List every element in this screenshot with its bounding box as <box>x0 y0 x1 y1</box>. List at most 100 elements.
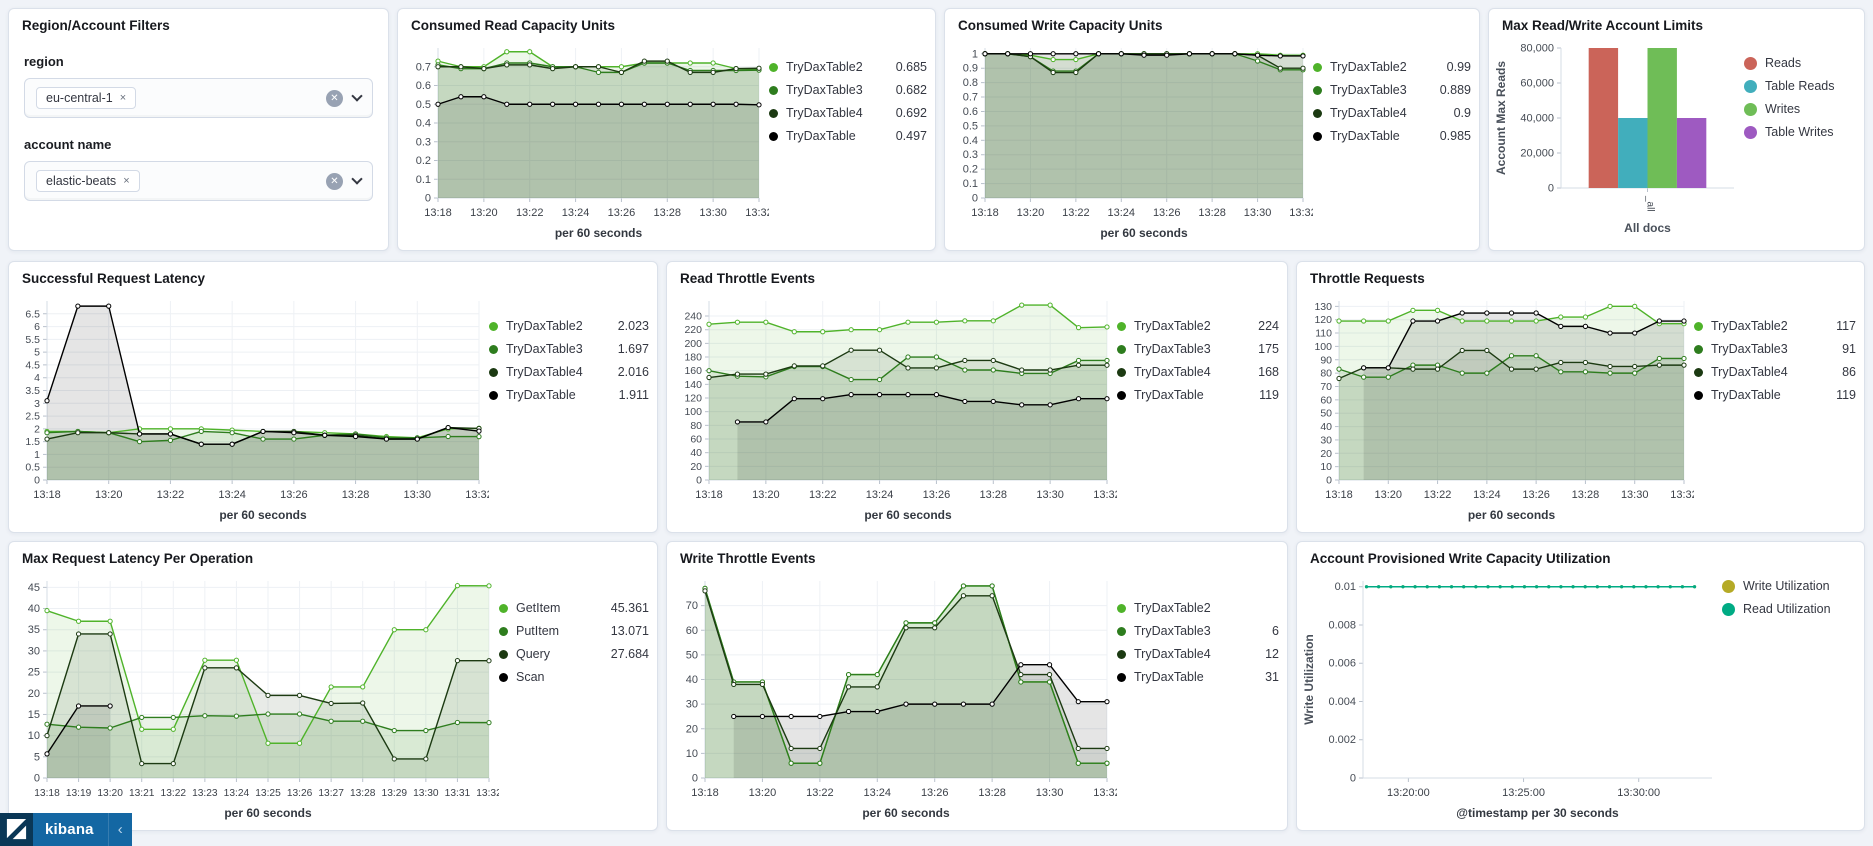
legend-item-trydaxtable4[interactable]: TryDaxTable4 0.692 <box>769 107 927 120</box>
chart-max-read-write-limits[interactable]: 0 20,000 40,000 60,000 80,000 _all All docs Acc… <box>1493 35 1744 244</box>
legend-series-dot <box>1117 604 1126 614</box>
bar-table-reads[interactable] <box>1618 118 1648 188</box>
chart-max-request-latency[interactable]: 0 5 10 15 20 25 30 35 40 45 13:18 13:19 13:20 13:21 13… <box>13 568 499 824</box>
legend-item-trydaxtable2[interactable]: TryDaxTable2 0.99 <box>1313 60 1471 74</box>
chevron-down-icon[interactable] <box>351 173 363 185</box>
data-point <box>1681 362 1687 368</box>
chart-write-capacity-utilization[interactable]: 0 0.002 0.004 0.006 0.008 0.01 13:20:00 13:25:0… <box>1301 568 1722 824</box>
clear-all-icon[interactable]: ✕ <box>326 172 343 190</box>
chart-consumed-write-capacity[interactable]: 0 0.1 0.2 0.3 0.4 0.5 0.6 0.7 0.8 0.9 1 13:18 13:20 1… <box>949 35 1313 244</box>
data-point <box>710 69 716 75</box>
legend-item-trydaxtable[interactable]: TryDaxTable 0.497 <box>769 130 927 143</box>
legend-item-trydaxtable3[interactable]: TryDaxTable3 91 <box>1694 342 1856 356</box>
legend-item-writes[interactable]: Writes <box>1744 102 1856 117</box>
nav-collapse-button[interactable]: ‹ <box>107 813 132 846</box>
data-point <box>595 69 602 75</box>
tag-remove-icon[interactable]: × <box>123 175 130 187</box>
x-tick-label: 13:24 <box>1473 489 1501 501</box>
legend-item-trydaxtable4[interactable]: TryDaxTable4 168 <box>1117 366 1279 379</box>
data-point <box>75 703 82 709</box>
y-tick-label: 80 <box>1320 368 1332 380</box>
legend-item-trydaxtable2[interactable]: TryDaxTable2 2.023 <box>489 319 649 333</box>
x-tick-label: 13:26 <box>280 489 308 501</box>
account-name-combobox[interactable]: elastic-beats × ✕ <box>24 161 373 201</box>
region-selected-tag[interactable]: eu-central-1 × <box>36 87 137 109</box>
data-point <box>107 703 113 709</box>
legend-series-name: Write Utilization <box>1743 579 1830 593</box>
data-point <box>1558 359 1564 366</box>
data-point <box>1533 366 1539 372</box>
bar-writes[interactable] <box>1647 48 1677 188</box>
chart-successful-request-latency[interactable]: 00.511.522.533.544.555.566.5 13:18 13:20 13… <box>13 288 489 526</box>
legend-item-reads[interactable]: Reads <box>1744 56 1856 71</box>
legend-series-name: Read Utilization <box>1743 602 1831 617</box>
x-tick-label: 13:26 <box>1522 489 1550 501</box>
x-tick-label: 13:26 <box>608 207 636 219</box>
legend-series-name: Writes <box>1765 102 1801 117</box>
legend-item-trydaxtable4[interactable]: TryDaxTable4 12 <box>1117 648 1279 661</box>
kibana-wordmark[interactable]: kibana <box>33 813 108 846</box>
legend-item-trydaxtable3[interactable]: TryDaxTable3 0.682 <box>769 83 927 97</box>
legend-item-trydaxtable4[interactable]: TryDaxTable4 2.016 <box>489 366 649 379</box>
data-point <box>1474 585 1478 589</box>
legend-series-name: TryDaxTable <box>506 388 576 403</box>
legend-item-trydaxtable3[interactable]: TryDaxTable3 6 <box>1117 624 1279 638</box>
data-point <box>1361 318 1367 324</box>
panel-title: Region/Account Filters <box>22 18 170 33</box>
legend-item-trydaxtable[interactable]: TryDaxTable 1.911 <box>489 389 649 402</box>
y-tick-label: 0.2 <box>416 155 431 167</box>
legend-item-table-writes[interactable]: Table Writes <box>1744 126 1856 140</box>
data-point <box>756 65 762 71</box>
legend-series-dot <box>499 650 508 660</box>
legend-item-scan[interactable]: Scan <box>499 671 649 684</box>
chart-write-throttle-events[interactable]: 0 10 20 30 40 50 60 70 13:18 13:20 13:22 13:24 13:26… <box>671 568 1117 824</box>
bar-table-writes[interactable] <box>1676 118 1707 188</box>
legend-item-trydaxtable[interactable]: TryDaxTable 0.985 <box>1313 130 1471 143</box>
legend-item-putitem[interactable]: PutItem 13.071 <box>499 624 649 638</box>
legend-item-trydaxtable2[interactable]: TryDaxTable2 0.685 <box>769 60 927 74</box>
legend-item-trydaxtable3[interactable]: TryDaxTable3 175 <box>1117 342 1279 356</box>
legend-series-dot <box>1722 603 1735 617</box>
legend-item-trydaxtable[interactable]: TryDaxTable 119 <box>1117 389 1279 402</box>
tag-remove-icon[interactable]: × <box>119 92 127 104</box>
account-selected-tag[interactable]: elastic-beats × <box>36 170 140 192</box>
legend-item-trydaxtable2[interactable]: TryDaxTable2 117 <box>1694 319 1856 333</box>
legend-item-query[interactable]: Query 27.684 <box>499 648 649 661</box>
bar-reads[interactable] <box>1588 48 1619 188</box>
chevron-down-icon[interactable] <box>351 90 363 102</box>
legend-item-write-utilization[interactable]: Write Utilization <box>1722 579 1856 594</box>
data-point <box>476 428 482 434</box>
legend-item-trydaxtable4[interactable]: TryDaxTable4 0.9 <box>1313 107 1471 120</box>
legend-item-trydaxtable[interactable]: TryDaxTable 31 <box>1117 671 1279 684</box>
legend-item-trydaxtable[interactable]: TryDaxTable 119 <box>1694 389 1856 402</box>
region-combobox[interactable]: eu-central-1 × ✕ <box>24 78 373 118</box>
data-point <box>1582 323 1589 329</box>
legend-item-trydaxtable3[interactable]: TryDaxTable3 1.697 <box>489 342 649 356</box>
y-tick-label: 50 <box>686 649 698 661</box>
legend-item-trydaxtable3[interactable]: TryDaxTable3 0.889 <box>1313 83 1471 97</box>
clear-all-icon[interactable]: ✕ <box>326 89 343 107</box>
data-point <box>845 684 852 690</box>
legend-item-trydaxtable4[interactable]: TryDaxTable4 86 <box>1694 366 1856 379</box>
legend-item-trydaxtable2[interactable]: TryDaxTable2 224 <box>1117 319 1279 333</box>
x-tick-label: 13:32 <box>465 489 489 501</box>
data-point <box>788 745 794 752</box>
data-point <box>1104 362 1110 368</box>
panel-account-provisioned-write-capacity: Account Provisioned Write Capacity Utili… <box>1296 541 1865 831</box>
data-point <box>734 419 741 425</box>
y-tick-label: 0.6 <box>963 106 978 118</box>
chart-consumed-read-capacity[interactable]: 0 0.1 0.2 0.3 0.4 0.5 0.6 0.7 13:18 13:20 13:22 13:… <box>402 35 769 244</box>
legend-series-dot <box>1117 627 1126 637</box>
kibana-logo-icon[interactable] <box>0 813 33 846</box>
x-tick-label: 13:18 <box>34 788 60 799</box>
data-point <box>848 347 854 353</box>
legend-item-trydaxtable2[interactable]: TryDaxTable2 <box>1117 601 1279 615</box>
y-tick-label: 0.4 <box>416 118 431 130</box>
legend-item-read-utilization[interactable]: Read Utilization <box>1722 602 1856 617</box>
y-tick-label: 0.9 <box>963 63 978 75</box>
legend-item-table-reads[interactable]: Table Reads <box>1744 79 1856 94</box>
legend-item-getitem[interactable]: GetItem 45.361 <box>499 601 649 615</box>
data-point <box>445 433 451 440</box>
